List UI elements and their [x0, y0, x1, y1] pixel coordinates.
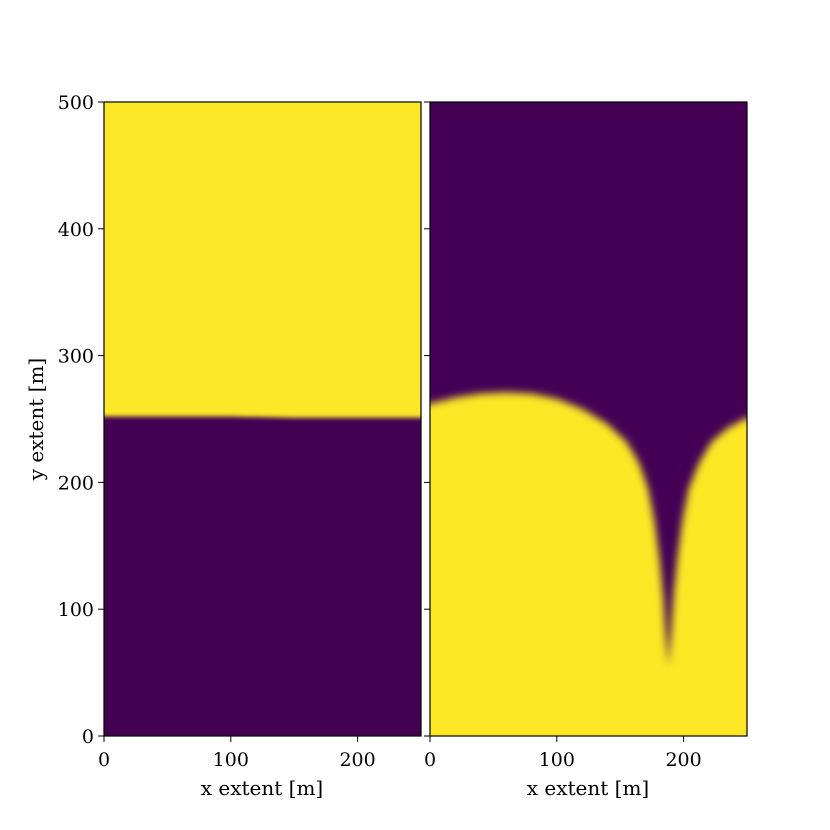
left-axes-frame	[103, 101, 422, 737]
left-field-upper	[104, 102, 421, 418]
right-axes-frame	[429, 101, 748, 737]
x-tick-label: 200	[665, 749, 701, 771]
y-tick-label: 500	[58, 92, 94, 114]
y-tick-label: 100	[58, 599, 94, 621]
right-field-upper	[430, 102, 747, 667]
right-y-ticks	[424, 101, 430, 737]
right-x-ticks: 0 100 200	[424, 736, 702, 771]
y-axis-label: y extent [m]	[24, 358, 48, 482]
left-x-ticks: 0 100 200	[98, 736, 376, 771]
left-heatmap-field	[104, 102, 421, 736]
y-tick-label: 300	[58, 346, 94, 368]
x-tick-label: 200	[339, 749, 375, 771]
y-tick-label: 200	[58, 472, 94, 494]
left-heatmap-panel: 0 100 200 0 100 200 300 400 500 x extent [m] y …	[24, 92, 422, 800]
left-y-ticks: 0 100 200 300 400 500	[58, 92, 104, 748]
x-tick-label: 100	[213, 749, 249, 771]
x-tick-label: 0	[98, 749, 110, 771]
right-heatmap-field	[430, 102, 747, 736]
left-x-axis-label: x extent [m]	[201, 776, 323, 800]
y-tick-label: 0	[82, 726, 94, 748]
x-tick-label: 100	[539, 749, 575, 771]
right-x-axis-label: x extent [m]	[527, 776, 649, 800]
x-tick-label: 0	[424, 749, 436, 771]
right-heatmap-panel: 0 100 200 x extent [m]	[424, 101, 748, 800]
y-tick-label: 400	[58, 219, 94, 241]
